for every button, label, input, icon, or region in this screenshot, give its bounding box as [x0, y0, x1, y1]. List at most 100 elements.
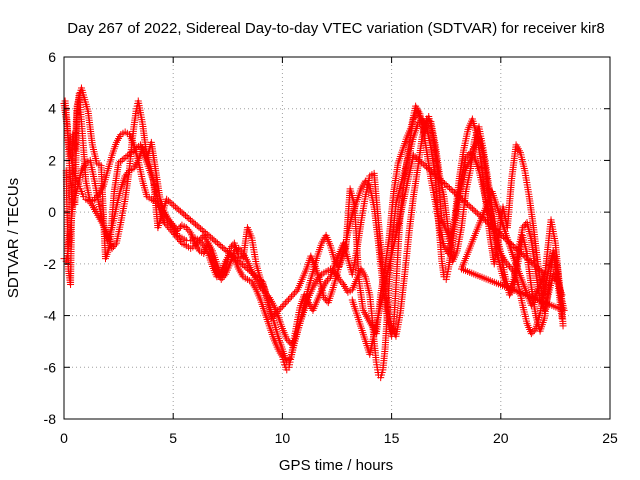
- data-point-scatter: [488, 223, 496, 231]
- data-point-scatter: [284, 296, 292, 304]
- data-point-scatter: [429, 169, 437, 177]
- data-point-scatter: [240, 262, 248, 270]
- data-point-track-b: [519, 224, 527, 232]
- data-point-scatter: [200, 227, 208, 235]
- data-point-scatter: [536, 266, 544, 274]
- data-point-scatter: [257, 277, 265, 285]
- data-point-scatter: [187, 216, 195, 224]
- x-tick-label: 0: [60, 430, 68, 446]
- data-point-track-a: [529, 328, 537, 336]
- data-points: [60, 84, 568, 382]
- x-tick-label: 15: [384, 430, 400, 446]
- data-point-scatter: [518, 249, 526, 257]
- data-point-scatter: [418, 159, 426, 167]
- y-tick-label: -8: [44, 411, 57, 427]
- x-tick-label: 25: [602, 430, 618, 446]
- data-point-scatter: [423, 163, 431, 171]
- data-point-scatter: [506, 239, 514, 247]
- data-point-track-c: [325, 275, 333, 283]
- data-point-scatter: [207, 233, 215, 241]
- data-point-scatter: [483, 218, 491, 226]
- data-point-scatter: [227, 251, 235, 259]
- data-point-scatter: [455, 193, 463, 201]
- data-point-scatter: [508, 240, 516, 248]
- data-point-scatter: [413, 154, 421, 162]
- data-point-scatter: [511, 243, 519, 251]
- data-point-track-c: [283, 358, 291, 366]
- data-point-track-c: [558, 314, 566, 322]
- data-point-scatter: [183, 213, 191, 221]
- data-point-scatter: [444, 182, 452, 190]
- data-point-track-c: [174, 226, 182, 234]
- data-point-scatter: [482, 217, 490, 225]
- data-point-track-b: [520, 222, 528, 230]
- data-point-scatter: [442, 181, 450, 189]
- data-point-scatter: [267, 314, 275, 322]
- data-point-scatter: [522, 254, 530, 262]
- x-tick-label: 5: [169, 430, 177, 446]
- data-point-track-c: [166, 218, 174, 226]
- data-point-scatter: [188, 217, 196, 225]
- data-point-scatter: [526, 257, 534, 265]
- data-point-scatter: [281, 299, 289, 307]
- data-point-track-a: [527, 330, 535, 338]
- data-point-track-b: [195, 237, 203, 245]
- data-point-scatter: [431, 171, 439, 179]
- data-point-scatter: [473, 209, 481, 217]
- data-point-track-c: [110, 243, 118, 251]
- data-point-scatter: [436, 175, 444, 183]
- data-point-scatter: [171, 203, 179, 211]
- data-point-track-a: [338, 279, 346, 287]
- data-point-scatter: [118, 156, 126, 164]
- data-point-track-b: [165, 224, 173, 232]
- data-point-scatter: [529, 260, 537, 268]
- y-tick-label: -6: [44, 359, 57, 375]
- data-point-scatter: [537, 267, 545, 275]
- y-tick-label: -2: [44, 256, 57, 272]
- x-tick-label: 20: [493, 430, 509, 446]
- data-point-track-c: [227, 243, 235, 251]
- data-point-scatter: [163, 195, 171, 203]
- data-point-scatter: [220, 245, 228, 253]
- data-point-scatter: [439, 178, 447, 186]
- data-point-scatter: [468, 205, 476, 213]
- data-point-scatter: [513, 245, 521, 253]
- data-point-scatter: [437, 177, 445, 185]
- data-point-scatter: [539, 269, 547, 277]
- data-point-scatter: [286, 294, 294, 302]
- data-point-scatter: [540, 270, 548, 278]
- data-point-scatter: [470, 206, 478, 214]
- data-point-scatter: [467, 203, 475, 211]
- data-point-scatter: [516, 248, 524, 256]
- data-point-scatter: [178, 209, 186, 217]
- y-tick-label: -4: [44, 308, 57, 324]
- data-point-scatter: [217, 242, 225, 250]
- data-point-scatter: [222, 246, 230, 254]
- data-point-scatter: [480, 215, 488, 223]
- data-point-scatter: [247, 268, 255, 276]
- data-point-scatter: [215, 240, 223, 248]
- data-point-scatter: [283, 297, 291, 305]
- data-point-scatter: [419, 160, 427, 168]
- data-point-scatter: [245, 266, 253, 274]
- data-point-scatter: [168, 200, 176, 208]
- data-point-scatter: [514, 246, 522, 254]
- data-point-scatter: [280, 301, 288, 309]
- data-point-scatter: [486, 221, 494, 229]
- data-point-scatter: [495, 229, 503, 237]
- data-point-scatter: [447, 185, 455, 193]
- data-point-scatter: [478, 214, 486, 222]
- data-point-scatter: [205, 232, 213, 240]
- y-axis-label: SDTVAR / TECUs: [5, 178, 22, 298]
- data-point-scatter: [493, 227, 501, 235]
- data-point-scatter: [524, 255, 532, 263]
- data-point-scatter: [181, 212, 189, 220]
- data-point-scatter: [175, 206, 183, 214]
- data-point-scatter: [509, 242, 517, 250]
- data-point-scatter: [180, 210, 188, 218]
- data-point-scatter: [208, 235, 216, 243]
- data-point-scatter: [450, 188, 458, 196]
- data-point-track-c: [324, 276, 332, 284]
